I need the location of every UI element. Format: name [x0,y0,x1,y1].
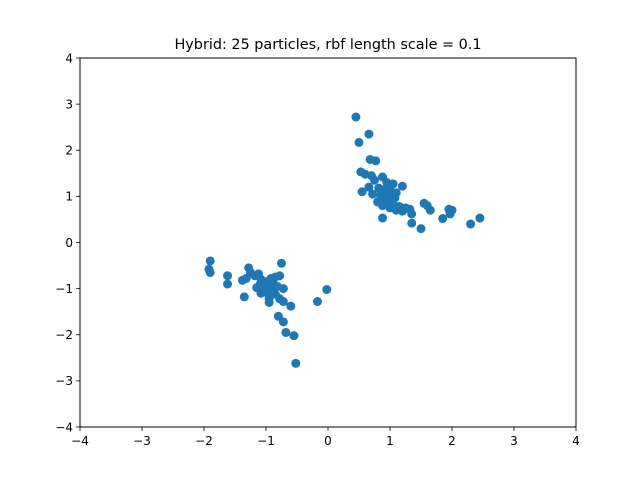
scatter-point [205,267,215,277]
scatter-point [277,258,286,268]
scatter-point [291,358,301,368]
scatter-point [397,181,407,191]
y-tick-label: −3 [55,374,73,388]
plot-frame [79,57,577,428]
scatter-point [312,297,322,307]
x-tick-label: 2 [448,434,456,448]
scatter-point [267,275,277,285]
scatter-point [289,331,299,341]
x-tick-label: −3 [133,434,151,448]
x-tick-label: −1 [257,434,275,448]
scatter-point [275,271,285,281]
scatter-point [264,297,274,307]
scatter-point [378,213,388,223]
scatter-point [368,189,378,199]
y-tick-label: 4 [65,51,73,65]
x-tick-label: −4 [71,434,89,448]
scatter-point [445,209,455,219]
chart-title: Hybrid: 25 particles, rbf length scale =… [174,37,481,53]
scatter-point [252,283,262,293]
scatter-point [416,224,426,234]
y-tick-label: 3 [65,97,73,111]
x-tick-label: 3 [510,434,518,448]
scatter-point [475,213,485,223]
x-axis: −4 −3 −2 −1 0 1 2 3 4 [71,427,580,448]
x-tick-label: 0 [324,434,332,448]
scatter-point [357,187,367,197]
y-tick-label: 2 [65,144,73,158]
scatter-point [466,219,476,229]
scatter-point [388,179,398,189]
scatter-point [407,218,417,228]
scatter-point [322,285,332,295]
scatter-point [281,327,291,337]
points-layer [204,112,485,368]
scatter-point [371,156,381,166]
scatter-point [278,317,288,327]
y-axis: −4 −3 −2 −1 0 1 2 3 4 [55,51,80,434]
scatter-point [351,112,361,122]
scatter-point [278,297,288,307]
scatter-point [286,301,296,311]
x-tick-label: 1 [386,434,394,448]
scatter-point [239,292,249,302]
scatter-point [438,214,448,224]
scatter-point [354,137,364,147]
y-tick-label: −1 [55,282,73,296]
scatter-point [205,256,215,266]
y-tick-label: 0 [65,236,73,250]
scatter-point [370,175,379,185]
scatter-point [397,206,407,216]
scatter-point [364,182,374,192]
x-tick-label: −2 [195,434,213,448]
scatter-point [407,209,417,219]
y-tick-label: 1 [65,190,73,204]
scatter-point [278,284,288,294]
scatter-point [378,201,388,211]
scatter-point [364,129,374,139]
x-tick-label: 4 [572,434,580,448]
y-tick-label: −2 [55,328,73,342]
y-tick-label: −4 [55,420,73,434]
scatter-point [223,271,233,281]
scatter-point [223,279,233,289]
scatter-point [425,205,435,215]
